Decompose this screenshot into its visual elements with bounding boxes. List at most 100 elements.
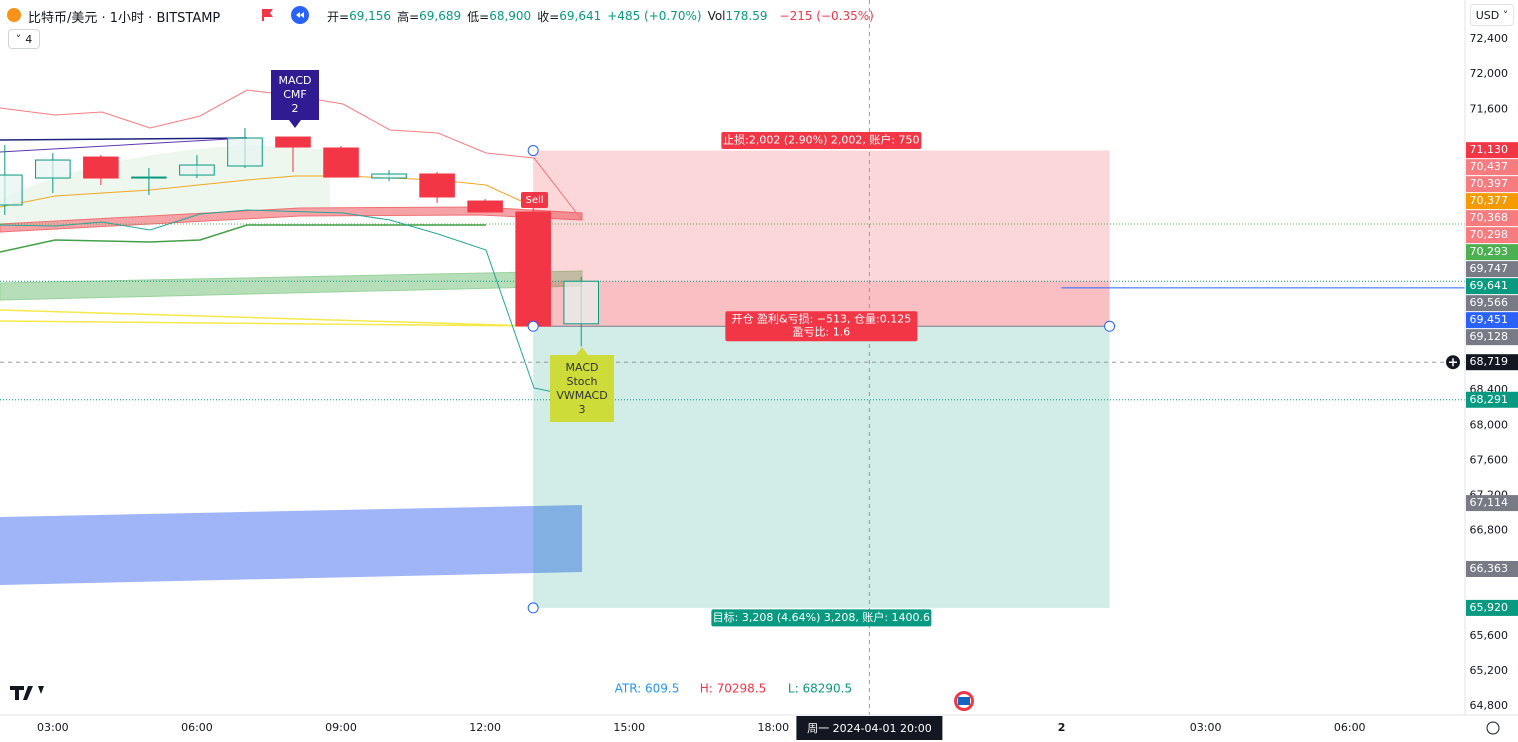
price-tag [1466,312,1518,329]
candle-body [467,200,503,213]
indicator-line [0,175,535,208]
target-zone [533,326,1110,608]
vol-value: 178.59 [725,9,768,23]
price-tag-label: 70,397 [1470,177,1509,190]
callout-text: 2 [292,102,299,115]
price-tag [1466,227,1518,244]
y-tick-label: 65,200 [1470,664,1509,677]
price-tag-label: 70,368 [1470,211,1509,224]
y-tick-label: 67,600 [1470,453,1509,466]
price-axis-bg [1465,0,1518,742]
x-tick-label: 09:00 [325,721,357,734]
price-tag-label: 66,363 [1470,562,1509,575]
x-tick-label: 2 [1058,721,1066,734]
price-lines [0,0,1465,715]
price-tag-label: 69,747 [1470,262,1509,275]
candle-body [35,159,71,179]
candle-body [515,211,551,327]
vol-key: Vol [707,9,726,23]
currency-select[interactable]: USD ˅ [1470,4,1514,26]
price-tag-label: 70,437 [1470,160,1509,173]
price-tag [1466,278,1518,295]
price-tag [1466,142,1518,159]
candle-body [419,173,455,198]
sell-tag [521,192,548,208]
position-handle[interactable] [527,145,539,157]
candle-body [179,164,215,176]
price-tag-label: 69,128 [1470,330,1509,343]
y-tick-label: 72,400 [1470,32,1509,45]
price-tag-label: 70,293 [1470,245,1509,258]
vol-change: −215 (−0.35%) [779,9,874,23]
x-tick-label: 03:00 [1190,721,1222,734]
position-handle[interactable] [527,602,539,614]
currency: USD [1475,8,1500,22]
position-handle[interactable] [1104,320,1116,332]
x-tick-label: 06:00 [1334,721,1366,734]
x-tick-label: 12:00 [469,721,501,734]
price-tag-label: 69,451 [1470,313,1509,326]
y-tick-label: 72,000 [1470,67,1509,80]
price-tag [1466,176,1518,193]
indicator-line [0,224,486,253]
position-label-bg [711,609,932,627]
crosshair-time-label: 周一 2024-04-01 20:00 [807,722,932,735]
callout-text: MACD [566,361,599,374]
price-tag-label: 67,114 [1470,496,1509,509]
price-tag [1466,391,1518,408]
price-tag-label: 70,298 [1470,228,1509,241]
candle-body [131,176,167,179]
x-tick-label: 18:00 [757,721,789,734]
price-tags: 71,130 70,437 70,397 70,377 70,368 70,298 70,2… [1446,142,1518,616]
symbol-title[interactable]: 比特币/美元 · 1小时 · BITSTAMP [28,10,221,26]
position-label-bg [725,311,918,342]
stop-zone [533,150,1110,327]
candle-body [275,136,311,148]
candle-body [83,156,119,179]
callout-text: MACD [279,74,312,87]
overlays: MACD CMF 2 MACD Stoch VWMACD 3 Sell ATR:… [10,70,1116,711]
callout-text: CMF [283,88,307,101]
ohlc-key: 高= [397,9,420,24]
candles [0,127,599,347]
event-icon [958,697,970,705]
crosshair-time-bg [796,716,943,740]
ohlc-value: 68,900 [489,9,532,23]
replay-icon [296,12,304,18]
indicator-line [0,209,583,399]
price-tag-label: 69,641 [1470,279,1509,292]
indicator-line [0,137,248,153]
y-tick-label: 64,800 [1470,699,1509,712]
chevron: ˅ [1499,8,1509,22]
indicator-band [0,505,582,585]
indicator-toggle[interactable]: ˅ 4 [8,29,40,49]
tv-logo[interactable] [10,686,44,700]
entry-label: 开仓 盈利&亏损: −513, 仓量:0.125 [732,311,912,325]
stop-label: 止损:2,002 (2.90%) 2,002, 账户: 750 [723,133,919,147]
target-label: 目标: 3,208 (4.64%) 3,208, 账户: 1400.6 [713,610,930,624]
purple-callout [271,70,319,128]
price-tag [1466,210,1518,227]
x-tick-label: 03:00 [37,721,69,734]
ohlc-value: 69,641 [559,9,602,23]
price-tag [1466,495,1518,512]
position-handle[interactable] [527,320,539,332]
price-tag-label: 69,566 [1470,296,1509,309]
y-tick-label: 68,000 [1470,418,1509,431]
position-label-bg [721,132,922,150]
ohlc-key: 收= [537,9,560,24]
position-tool [533,150,1110,608]
settings-icon[interactable] [1486,721,1500,735]
chevron: ˅ [15,32,22,46]
candle-body [227,137,263,167]
indicator-line [0,309,535,327]
ohlc-legend: 开= 69,156 高= 69,689 低= 68,900 收= 69,641 +485… [327,6,874,26]
atr-stat: ATR: 609.5 [615,682,680,696]
add-alert-icon [1449,358,1457,367]
high-stat: H: 70298.5 [700,682,767,696]
price-tag [1466,599,1518,616]
flag-icon[interactable] [262,9,273,21]
candle-body [323,147,359,178]
y-tick-label: 71,600 [1470,102,1509,115]
